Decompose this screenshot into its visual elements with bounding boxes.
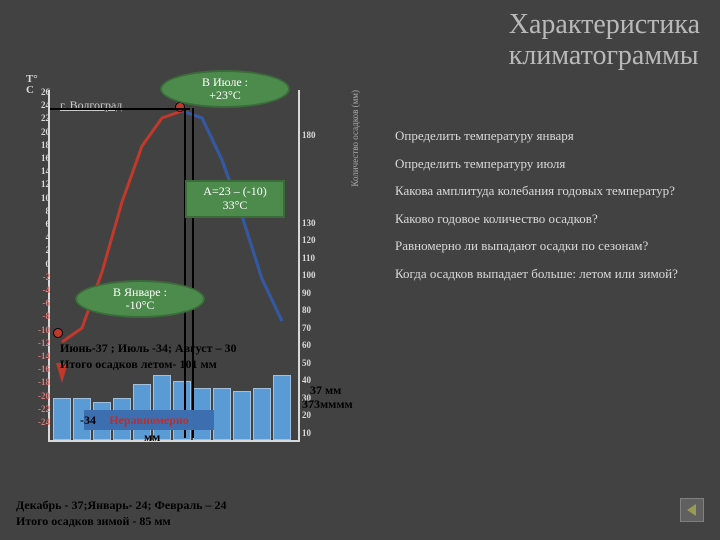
q2: Определить температуру июля — [395, 156, 705, 172]
q3: Какова амплитуда колебания годовых темпе… — [395, 183, 705, 199]
temp-tick: -6 — [28, 298, 50, 308]
temp-tick: 24 — [28, 100, 50, 110]
winter-l1: Декабрь - 37;Январь- 24; Февраль – 24 — [16, 498, 227, 512]
july-oval-l2: +23°C — [162, 89, 288, 102]
temp-tick: -22 — [28, 404, 50, 414]
temp-tick: -4 — [28, 285, 50, 295]
january-marker-dot — [53, 328, 63, 338]
temp-tick: -14 — [28, 351, 50, 361]
temp-tick: 8 — [28, 206, 50, 216]
july-v-line-2 — [192, 108, 194, 438]
january-temp-oval: В Январе : -10°C — [75, 280, 205, 318]
precip-axis-title: Количество осадков (мм) — [350, 90, 360, 187]
winter-l2: Итого осадков зимой - 85 мм — [16, 514, 171, 528]
temp-tick: -2 — [28, 272, 50, 282]
precip-tick: 180 — [302, 130, 328, 140]
irregular-box: -34 Неравномерно мм — [84, 410, 214, 430]
precip-tick: 80 — [302, 305, 328, 315]
winter-precip-answer: Декабрь - 37;Январь- 24; Февраль – 24 Ит… — [16, 498, 376, 529]
precip-tick: 110 — [302, 253, 328, 263]
irregular-label: Неравномерно — [109, 413, 189, 427]
amplitude-box: А=23 – (-10) 33°C — [185, 180, 285, 218]
precip-tick: 130 — [302, 218, 328, 228]
temp-tick: -10 — [28, 325, 50, 335]
climatogram-chart: Т°С 26242220181614121086420-2-4-6-8-10-1… — [20, 80, 360, 500]
amp-l2: 33°C — [223, 198, 248, 212]
irregular-suffix: мм — [144, 430, 160, 446]
temp-tick: 18 — [28, 140, 50, 150]
precip-tick: 70 — [302, 323, 328, 333]
temp-tick: 22 — [28, 113, 50, 123]
q4: Каково годовое количество осадков? — [395, 211, 705, 227]
mm-blob-label: 373мммм — [302, 397, 353, 413]
temp-tick: -20 — [28, 391, 50, 401]
summer-precip-answer: Июнь-37 ; Июль -34; Август – 30 Итого ос… — [60, 341, 340, 372]
temp-tick: 12 — [28, 179, 50, 189]
q5: Равномерно ли выпадают осадки по сезонам… — [395, 238, 705, 254]
question-list: Определить температуру января Определить… — [395, 128, 705, 294]
temp-axis-ticks: 26242220181614121086420-2-4-6-8-10-12-14… — [20, 80, 50, 440]
july-h-line — [50, 108, 190, 110]
july-v-line-1 — [184, 108, 186, 438]
temp-tick: 0 — [28, 259, 50, 269]
temp-tick: -18 — [28, 377, 50, 387]
temperature-curve — [50, 90, 300, 440]
precip-tick: 100 — [302, 270, 328, 280]
july-temp-oval: В Июле : +23°C — [160, 70, 290, 108]
temp-tick: -8 — [28, 311, 50, 321]
title-line-1: Характеристика — [509, 9, 700, 40]
temp-tick: -24 — [28, 417, 50, 427]
temp-tick: 6 — [28, 219, 50, 229]
title-line-2: климатограммы — [509, 40, 699, 71]
precip-tick: 90 — [302, 288, 328, 298]
jan-oval-l2: -10°C — [77, 299, 203, 312]
q1: Определить температуру января — [395, 128, 705, 144]
month-axis-line — [48, 440, 300, 442]
amp-l1: А=23 – (-10) — [203, 184, 266, 198]
summer-l2: Итого осадков летом- 101 мм — [60, 357, 217, 371]
temp-tick: 16 — [28, 153, 50, 163]
temp-tick: 4 — [28, 232, 50, 242]
precip-tick: 10 — [302, 428, 328, 438]
temp-tick: 20 — [28, 127, 50, 137]
back-button[interactable] — [680, 498, 704, 522]
temp-tick: -16 — [28, 364, 50, 374]
temp-tick: 26 — [28, 87, 50, 97]
precip-tick: 120 — [302, 235, 328, 245]
triangle-left-icon — [684, 502, 700, 518]
slide-title: Характеристика климатограммы — [509, 10, 700, 72]
temp-tick: 2 — [28, 245, 50, 255]
temp-tick: -12 — [28, 338, 50, 348]
summer-l1: Июнь-37 ; Июль -34; Август – 30 — [60, 341, 236, 355]
q6: Когда осадков выпадает больше: летом или… — [395, 266, 705, 282]
temp-tick: 14 — [28, 166, 50, 176]
temp-tick: 10 — [28, 193, 50, 203]
irregular-left: -34 — [80, 410, 96, 430]
